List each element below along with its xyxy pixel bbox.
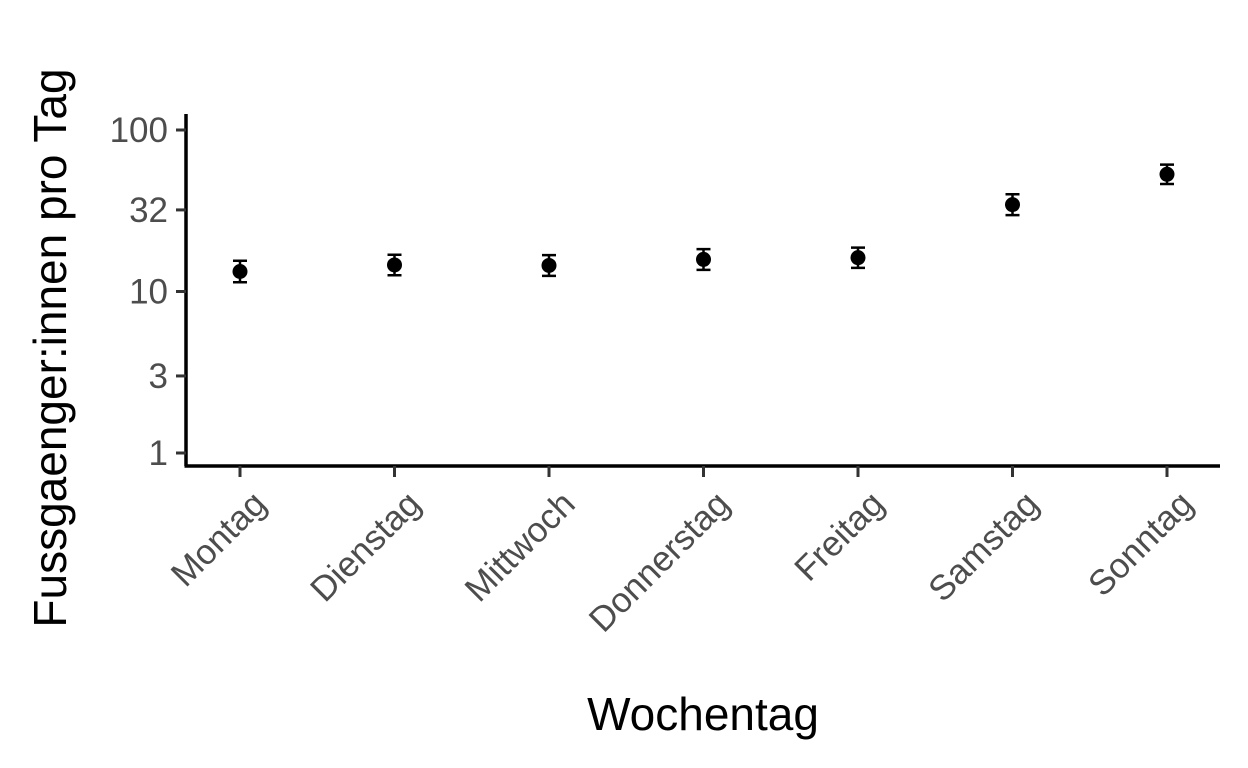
data-point: [1005, 197, 1020, 213]
data-point: [1159, 166, 1175, 182]
y-tick-label: 32: [129, 191, 168, 230]
data-point: [850, 250, 866, 266]
y-tick-label: 3: [149, 357, 168, 396]
x-tick-label: Mittwoch: [457, 484, 582, 609]
plot-area: 1 3 10 32 100 Montag Dienstag MittwochDonnersta…: [110, 111, 1220, 640]
data-point: [232, 263, 248, 279]
x-tick-label: Donnerstag: [582, 484, 738, 640]
y-axis-title: Fussgaenger:innen pro Tag: [24, 68, 76, 627]
x-tick-label: Sonntag: [1081, 484, 1201, 604]
x-tick-label: Samstag: [921, 484, 1046, 609]
y-tick-label: 10: [129, 273, 168, 312]
x-tick-label: Montag: [164, 484, 274, 594]
data-point: [696, 251, 711, 267]
x-axis-title: Wochentag: [587, 688, 819, 740]
x-tick-label: Freitag: [787, 484, 892, 589]
x-tick-label: Dienstag: [303, 484, 428, 609]
data-point: [541, 257, 557, 273]
data-point: [387, 257, 402, 273]
y-tick-label: 100: [110, 111, 168, 150]
y-tick-label: 1: [149, 434, 168, 473]
